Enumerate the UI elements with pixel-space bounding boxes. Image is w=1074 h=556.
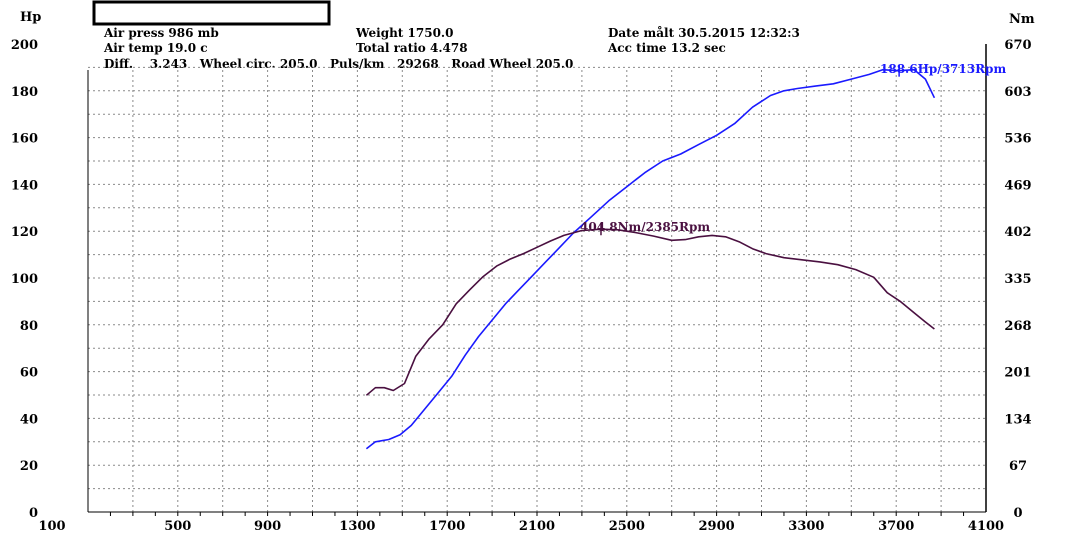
x-tick-label: 2900 xyxy=(699,519,735,534)
series xyxy=(365,64,936,450)
x-tick-label: 1700 xyxy=(429,519,465,534)
right-tick-label: 0 xyxy=(1013,506,1022,521)
air-press: Air press 986 mb xyxy=(103,26,219,40)
torque-curve xyxy=(365,228,935,396)
torque-peak-label: 404.8Nm/2385Rpm xyxy=(580,220,710,234)
right-tick-label: 134 xyxy=(1004,412,1031,427)
left-tick-label: 40 xyxy=(20,412,38,427)
title-box xyxy=(92,0,331,26)
x-tick-label: 2100 xyxy=(519,519,555,534)
x-tick-label: 500 xyxy=(164,519,191,534)
x-tick-label: 3300 xyxy=(788,519,824,534)
total-ratio: Total ratio 4.478 xyxy=(356,41,468,55)
right-tick-label: 268 xyxy=(1004,319,1031,334)
tick-labels: 100 500 900 1300 1700 2100 2500 2900 3300 3700 410… xyxy=(11,38,1032,534)
right-tick-label: 536 xyxy=(1004,132,1031,147)
power-curve xyxy=(365,68,936,450)
left-axis-label: Hp xyxy=(20,10,41,25)
left-tick-label: 100 xyxy=(11,272,38,287)
right-tick-label: 670 xyxy=(1004,38,1031,53)
x-tick-label: 2500 xyxy=(609,519,645,534)
power-peak-label: 188.6Hp/3713Rpm xyxy=(880,62,1006,76)
right-tick-label: 335 xyxy=(1004,272,1031,287)
left-tick-label: 140 xyxy=(11,178,38,193)
left-tick-label: 200 xyxy=(11,38,38,53)
right-tick-label: 67 xyxy=(1009,459,1027,474)
weight: Weight 1750.0 xyxy=(355,26,453,40)
left-tick-label: 20 xyxy=(20,459,38,474)
x-tick-label: 4100 xyxy=(968,519,1004,534)
axes xyxy=(87,44,987,516)
diff-info: Diff. 3.243 Wheel circ. 205.0 Puls/km 29… xyxy=(104,57,573,71)
left-tick-label: 60 xyxy=(20,366,38,381)
date: Date målt 30.5.2015 12:32:3 xyxy=(608,25,800,40)
x-tick-label: 100 xyxy=(38,519,65,534)
x-tick-label: 3700 xyxy=(878,519,914,534)
x-tick-label: 900 xyxy=(254,519,281,534)
right-axis-label: Nm xyxy=(1009,12,1035,27)
right-tick-label: 469 xyxy=(1004,178,1031,193)
left-tick-label: 180 xyxy=(11,85,38,100)
left-tick-label: 0 xyxy=(29,506,38,521)
right-tick-label: 603 xyxy=(1004,85,1031,100)
right-tick-label: 201 xyxy=(1004,366,1031,381)
left-tick-label: 120 xyxy=(11,225,38,240)
air-temp: Air temp 19.0 c xyxy=(103,41,208,55)
left-tick-label: 80 xyxy=(20,319,38,334)
grid xyxy=(88,66,986,512)
acc-time: Acc time 13.2 sec xyxy=(607,41,726,55)
x-tick-label: 1300 xyxy=(339,519,375,534)
right-tick-label: 402 xyxy=(1004,225,1031,240)
left-tick-label: 160 xyxy=(11,132,38,147)
